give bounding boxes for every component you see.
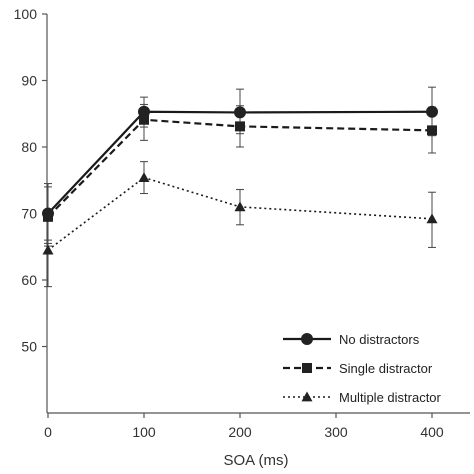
ticks: 50 60 70 80 90 100 0 100 200 300 400	[14, 6, 444, 440]
y-tick-label: 60	[21, 272, 37, 288]
data-point-circle	[426, 105, 438, 118]
x-tick-label: 0	[44, 424, 52, 440]
legend-label: No distractors	[339, 332, 420, 347]
data-point-square	[235, 121, 245, 132]
y-tick-label: 80	[21, 139, 37, 155]
legend-marker-triangle	[301, 391, 313, 402]
legend-label: Single distractor	[339, 361, 433, 376]
legend-label: Multiple distractor	[339, 390, 442, 405]
x-axis-title: SOA (ms)	[223, 452, 288, 469]
x-tick-label: 200	[228, 424, 252, 440]
y-tick-label: 90	[21, 73, 37, 89]
series-line-triangle	[47, 176, 433, 251]
y-tick-label: 100	[14, 6, 38, 22]
data-point-triangle	[138, 172, 150, 182]
data-point-triangle	[234, 201, 246, 212]
data-point-square	[427, 125, 437, 136]
data-point-circle	[234, 106, 246, 119]
legend-marker-circle	[301, 333, 313, 345]
legend: No distractors Single distractor Multiple …	[283, 332, 442, 405]
legend-marker-square	[302, 363, 312, 373]
data-point-triangle	[42, 244, 54, 255]
y-tick-label: 50	[21, 339, 37, 355]
y-tick-label: 70	[21, 206, 37, 222]
series-line-circle	[47, 110, 433, 215]
series-lines	[47, 110, 433, 251]
x-tick-label: 300	[324, 424, 348, 440]
x-tick-label: 100	[132, 424, 156, 440]
data-point-square	[139, 114, 149, 125]
axes	[46, 14, 470, 414]
data-point-square	[43, 211, 53, 222]
series-line-square	[47, 118, 433, 218]
x-tick-label: 400	[420, 424, 444, 440]
data-point-triangle	[426, 213, 438, 224]
series-markers	[42, 105, 438, 255]
